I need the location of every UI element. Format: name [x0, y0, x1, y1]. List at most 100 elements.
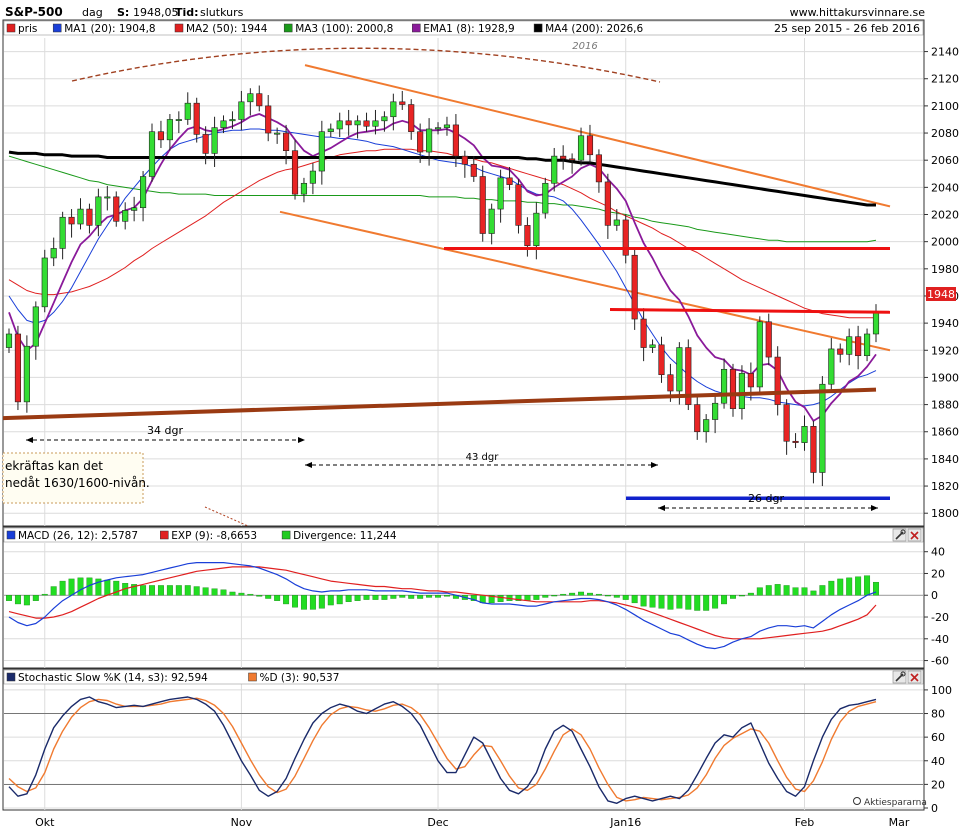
candle-body: [247, 93, 254, 103]
legend-label: EMA1 (8): 1928,9: [423, 23, 514, 35]
stoch-axis: 0 20 40 60 80 100: [924, 684, 952, 815]
date-range: 25 sep 2015 - 26 feb 2016: [774, 22, 920, 35]
divergence-bar: [569, 592, 576, 596]
divergence-bar: [533, 595, 540, 600]
y-tick-label: 40: [931, 755, 945, 768]
divergence-bar: [640, 595, 647, 607]
divergence-bar: [265, 595, 272, 599]
candle-body: [86, 208, 93, 226]
legend-label: MA4 (200): 2026,6: [545, 23, 643, 35]
divergence-bar: [747, 592, 754, 596]
divergence-bar: [327, 595, 334, 606]
long-support-line: [2, 387, 877, 421]
candle-body: [640, 318, 647, 348]
x-tick-label: Mar: [889, 816, 910, 829]
candle-body: [774, 356, 781, 405]
candle-body: [148, 131, 156, 177]
candle-body: [703, 419, 710, 433]
dist1-label: 34 dgr: [147, 424, 183, 437]
candle-body: [14, 333, 22, 403]
y-tick-label: 0: [931, 802, 938, 815]
divergence-bar: [95, 578, 102, 596]
candle-body: [363, 120, 370, 127]
y-tick-label: 1800: [931, 507, 959, 520]
candle-body: [756, 321, 763, 388]
macd-close-icon[interactable]: [907, 528, 922, 542]
candle-body: [372, 120, 379, 127]
y-tick-label: 2000: [931, 236, 959, 249]
candle-body: [399, 101, 406, 105]
divergence-bar: [703, 595, 710, 611]
support-resistance: [2, 246, 891, 501]
header: S&P-500 dag S: 1948,05 Tid: slutkurs www…: [5, 5, 925, 19]
stoch-wrench-icon[interactable]: [892, 670, 907, 684]
candle-body: [381, 116, 388, 122]
x-tick-label: Feb: [795, 816, 814, 829]
y-tick-label: 1980: [931, 263, 959, 276]
divergence-bar: [131, 584, 138, 596]
divergence-bar: [613, 595, 620, 598]
candle-body: [265, 105, 272, 134]
x-tick-label: Jan16: [609, 816, 641, 829]
legend-label: Divergence: 11,244: [293, 530, 397, 542]
site-link[interactable]: www.hittakursvinnare.se: [790, 6, 926, 19]
candle-body: [819, 383, 826, 473]
candle-body: [595, 154, 602, 183]
candle-body: [801, 426, 808, 443]
legend-swatch: [6, 23, 16, 33]
distance-annotations: 34 dgr 43 dgr 26 dgr: [26, 424, 878, 511]
legend-label: MA3 (100): 2000,8: [295, 23, 393, 35]
divergence-bar: [41, 593, 48, 596]
stoch-legend-bar: [3, 669, 924, 685]
divergence-bar: [792, 587, 799, 596]
divergence-bar: [166, 585, 173, 596]
divergence-bar: [77, 577, 84, 596]
divergence-bar: [497, 595, 504, 602]
x-tick-label: Okt: [35, 816, 55, 829]
divergence-bar: [542, 595, 549, 598]
candle-body: [327, 128, 334, 132]
legend-label: MACD (26, 12): 2,5787: [18, 530, 138, 542]
top-arc: [71, 47, 661, 83]
divergence-bar: [202, 587, 209, 596]
candle-body: [131, 207, 138, 211]
candle-body: [336, 120, 343, 130]
candle-body: [855, 336, 862, 357]
candle-body: [622, 219, 629, 256]
candle-body: [676, 347, 683, 392]
divergence-bar: [765, 585, 772, 596]
y-tick-label: 1940: [931, 317, 959, 330]
note-frame: [2, 452, 144, 504]
macd-wrench-icon[interactable]: [892, 528, 907, 542]
watermark: Aktiespararna: [853, 797, 927, 808]
divergence-bar: [846, 577, 853, 596]
candle-body: [443, 124, 451, 128]
candle-body: [685, 347, 692, 405]
divergence-bar: [515, 595, 522, 601]
divergence-bar: [426, 595, 433, 598]
macd-legend-bar: [3, 527, 924, 543]
divergence-bar: [622, 595, 629, 600]
divergence-bar: [417, 595, 424, 599]
candle-body: [729, 368, 737, 409]
y-tick-label: 60: [931, 731, 945, 744]
y-tick-label: 80: [931, 708, 945, 721]
candle-body: [166, 119, 173, 141]
divergence-bar: [238, 592, 245, 596]
y-tick-label: 20: [931, 567, 945, 580]
divergence-bar: [810, 590, 817, 596]
candle-body: [408, 104, 415, 132]
divergence-bar: [578, 591, 585, 596]
type-value: slutkurs: [200, 6, 244, 19]
type-label: Tid:: [175, 6, 199, 19]
divergence-bar: [801, 587, 808, 596]
candle-body: [452, 124, 459, 157]
candle-body: [23, 345, 30, 403]
stoch-close-icon[interactable]: [907, 670, 922, 684]
divergence-bar: [32, 595, 39, 601]
period-label: dag: [82, 6, 103, 19]
divergence-bar: [587, 592, 593, 596]
y-tick-label: 1820: [931, 480, 959, 493]
candle-body: [658, 344, 665, 376]
